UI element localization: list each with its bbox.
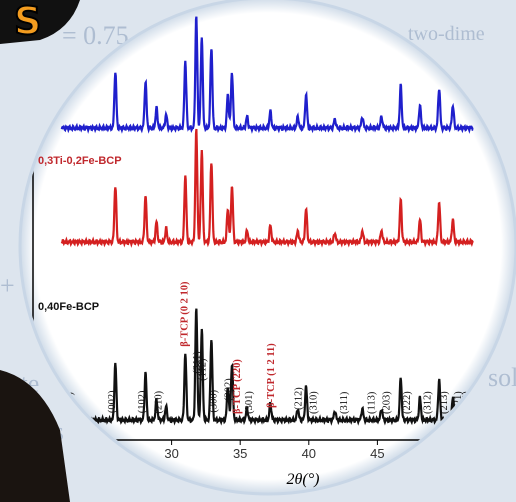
x-tick-label: 45 — [370, 446, 384, 461]
peak-annotation: (002) — [107, 390, 118, 413]
peak-annotation: (210) — [154, 390, 165, 413]
x-tick-label: 30 — [164, 446, 178, 461]
peak-annotation: β-TCP (0 2 10) — [180, 281, 191, 347]
peak-annotation: (222) — [402, 391, 413, 414]
x-axis-label: 2θ(°) — [287, 471, 320, 488]
peak-annotation: β-TCP (1 2 11) — [266, 343, 277, 408]
peak-annotation: (102) — [137, 390, 148, 413]
peak-annotation: (203) — [381, 391, 392, 414]
peak-annotation: (213) — [439, 391, 450, 414]
peak-annotation: (301) — [244, 391, 255, 414]
peak-annotation: β-TCP (220) — [232, 359, 243, 414]
peak-annotation: (310) — [309, 391, 320, 414]
peak-annotation: (113) — [366, 391, 377, 414]
badge-text: S — [14, 0, 41, 43]
peak-annotation: (311) — [339, 391, 350, 414]
background-text: = 0.75 — [62, 21, 129, 50]
peak-annotation: (300) — [209, 389, 220, 412]
background-text: two-dime — [408, 23, 485, 45]
pattern-label: 0,40Fe-BCP — [38, 301, 99, 313]
peak-annotation: (312) — [423, 391, 434, 414]
background-text: + — [0, 271, 15, 300]
background-text: sol — [488, 363, 516, 392]
peak-annotation: (112) — [198, 358, 209, 381]
x-tick-label: 40 — [302, 446, 316, 461]
pattern-label: 0,3Ti-0,2Fe-BCP — [38, 155, 122, 167]
peak-annotation: (212) — [294, 387, 305, 410]
x-tick-label: 35 — [233, 446, 247, 461]
scene: = 0.75 two-dime + uate red s sol S 2θ(°)… — [0, 0, 516, 502]
